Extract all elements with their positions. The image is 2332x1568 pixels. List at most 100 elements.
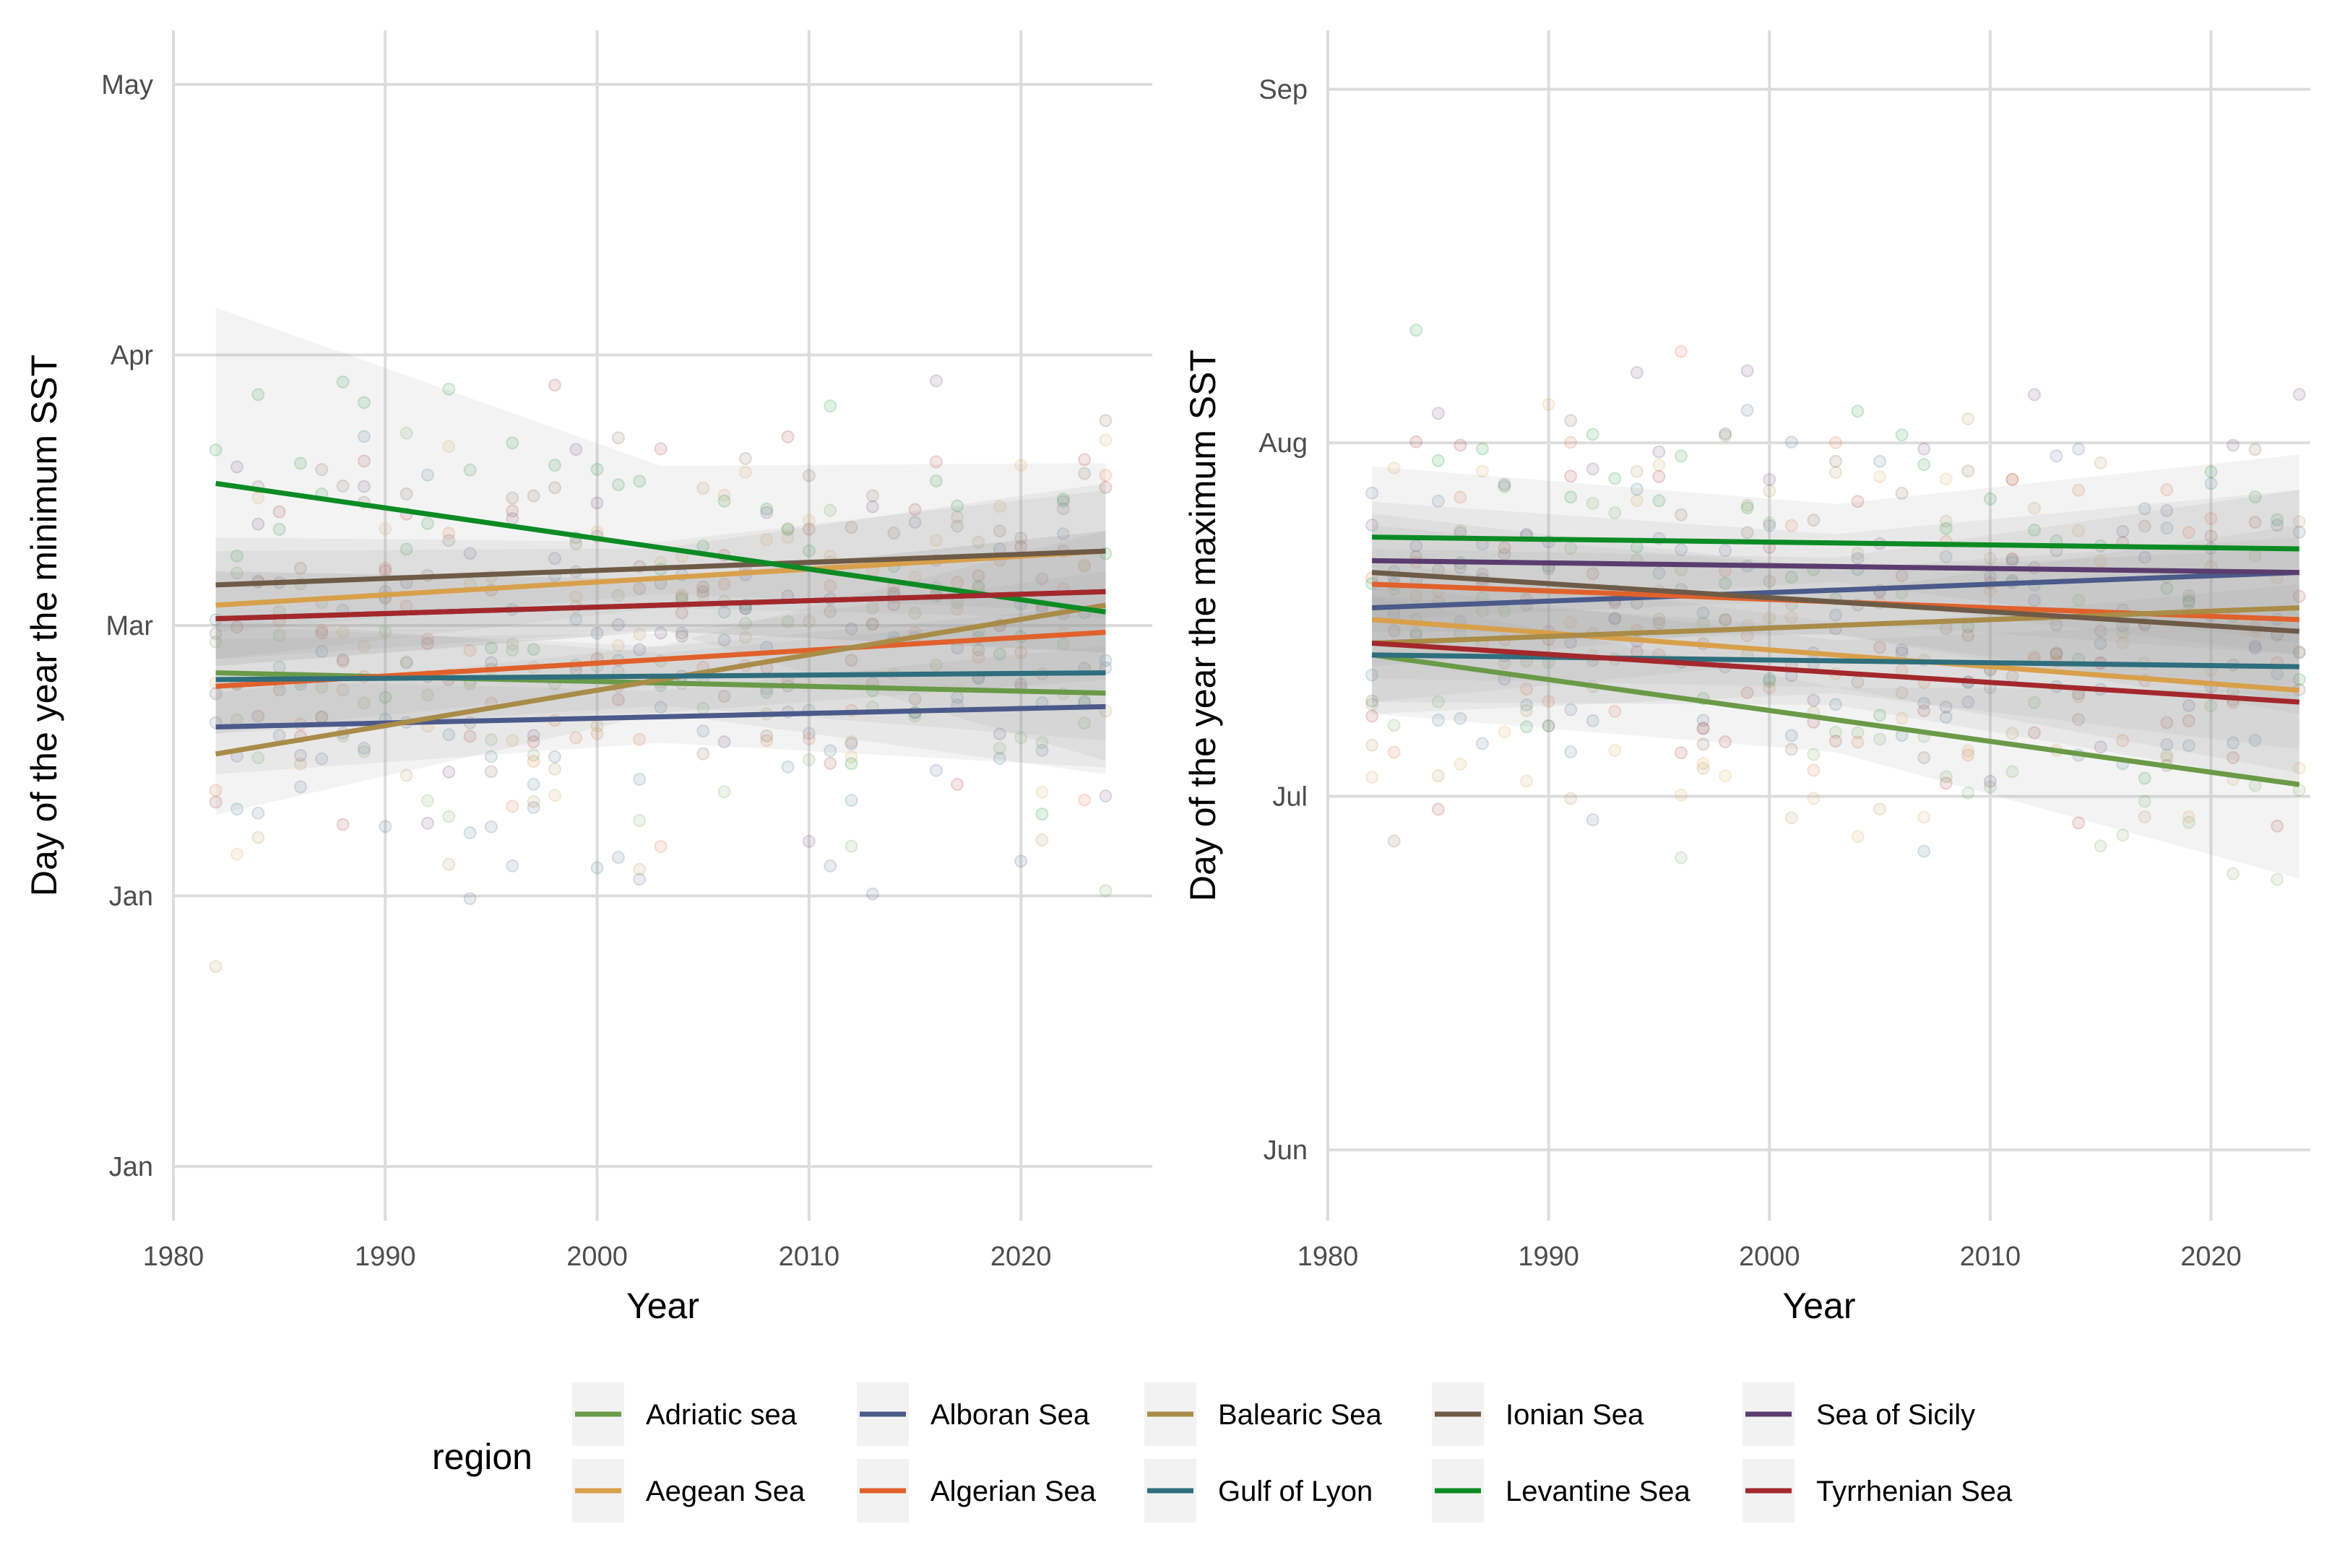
x-tick-label: 1980: [1297, 1242, 1359, 1272]
observation-point: [293, 456, 307, 470]
observation-point: [463, 463, 477, 477]
observation-point: [2072, 483, 2086, 497]
observation-point: [293, 757, 307, 771]
observation-point: [293, 561, 307, 575]
observation-point: [1674, 508, 1688, 521]
legend-item: Sea of Sicily: [1742, 1382, 1975, 1446]
observation-point: [1520, 698, 1534, 712]
observation-point: [1608, 612, 1622, 625]
observation-point: [717, 577, 731, 591]
observation-point: [2271, 519, 2284, 532]
observation-point: [2138, 502, 2151, 516]
legend-label: Algerian Sea: [930, 1476, 1097, 1507]
y-tick-label: Jan: [109, 1152, 153, 1182]
confidence-band: [215, 605, 1106, 741]
observation-point: [845, 757, 858, 771]
observation-point: [420, 468, 434, 482]
observation-point: [1939, 514, 1953, 528]
y-tick-label: Mar: [106, 611, 154, 641]
observation-point: [506, 800, 519, 813]
observation-point: [1763, 472, 1776, 486]
observation-point: [2204, 699, 2218, 713]
observation-point: [2160, 737, 2174, 751]
observation-point: [1807, 748, 1821, 761]
observation-point: [1719, 576, 1732, 590]
trend-line-tyrrhenian-sea: [1371, 640, 2299, 705]
legend-label: Tyrrhenian Sea: [1816, 1476, 2013, 1507]
observation-point: [420, 688, 434, 702]
observation-point: [929, 374, 943, 388]
legend-label: Levantine Sea: [1506, 1476, 1691, 1507]
observation-point: [1961, 748, 1975, 762]
observation-point: [929, 455, 943, 469]
observation-point: [548, 552, 561, 566]
legend-item: Alboran Sea: [857, 1382, 1090, 1446]
x-axis-title: Year: [1782, 1286, 1855, 1326]
trend-line-levantine-sea: [1372, 534, 2299, 552]
observation-point: [209, 635, 223, 649]
observation-point: [1035, 807, 1049, 821]
observation-point: [230, 549, 243, 563]
observation-point: [1387, 624, 1401, 638]
observation-point: [1586, 496, 1599, 510]
observation-point: [802, 522, 816, 536]
observation-point: [802, 514, 816, 527]
observation-point: [1564, 490, 1578, 504]
observation-point: [379, 625, 392, 638]
y-tick-label: Jun: [1264, 1135, 1308, 1166]
observation-point: [1895, 643, 1909, 657]
observation-point: [272, 628, 286, 642]
observation-point: [2138, 771, 2151, 785]
observation-point: [1564, 615, 1578, 629]
observation-point: [1939, 521, 1953, 535]
y-axis-title: Day of the year the maximum SST: [1183, 350, 1223, 901]
x-tick-label: 1990: [1518, 1242, 1579, 1272]
observation-point: [2248, 490, 2262, 503]
legend-item: Algerian Sea: [857, 1459, 1097, 1522]
observation-point: [2138, 794, 2151, 808]
observation-point: [738, 451, 752, 465]
observation-point: [1608, 704, 1622, 718]
observation-point: [1431, 407, 1445, 420]
observation-point: [527, 748, 540, 762]
observation-point: [442, 382, 456, 396]
legend-item: Tyrrhenian Sea: [1742, 1459, 2013, 1522]
observation-point: [1719, 735, 1732, 749]
trend-line-adriatic-sea: [1371, 652, 2300, 787]
observation-point: [1014, 731, 1028, 745]
observation-point: [1630, 494, 1644, 508]
observation-point: [824, 399, 837, 413]
observation-point: [2072, 593, 2086, 607]
observation-point: [400, 487, 413, 501]
observation-point: [2248, 443, 2262, 456]
observation-point: [675, 589, 688, 602]
observation-point: [2204, 511, 2218, 525]
observation-point: [845, 839, 858, 853]
observation-point: [1498, 725, 1511, 739]
observation-point: [506, 436, 519, 450]
observation-point: [1586, 813, 1599, 827]
observation-point: [717, 605, 731, 619]
observation-point: [484, 641, 498, 655]
observation-point: [1652, 445, 1666, 459]
tick-labels: 1980 1990 2000 2010 2020 Jan Jan Mar Apr May: [101, 70, 1051, 1272]
observation-point: [442, 440, 456, 454]
observation-point: [1895, 711, 1909, 725]
observation-point: [696, 747, 710, 761]
observation-point: [1365, 694, 1379, 708]
observation-point: [2227, 438, 2240, 452]
observation-point: [696, 724, 710, 738]
observation-point: [1807, 693, 1821, 707]
observation-point: [506, 734, 519, 748]
observation-point: [1542, 397, 1555, 411]
observation-point: [548, 481, 561, 495]
observation-point: [824, 605, 837, 618]
observation-point: [993, 524, 1006, 538]
observation-point: [1784, 742, 1798, 756]
observation-point: [1520, 720, 1534, 734]
observation-point: [1873, 454, 1887, 468]
observation-point: [1763, 519, 1776, 532]
observation-point: [272, 505, 286, 519]
observation-point: [315, 752, 329, 766]
